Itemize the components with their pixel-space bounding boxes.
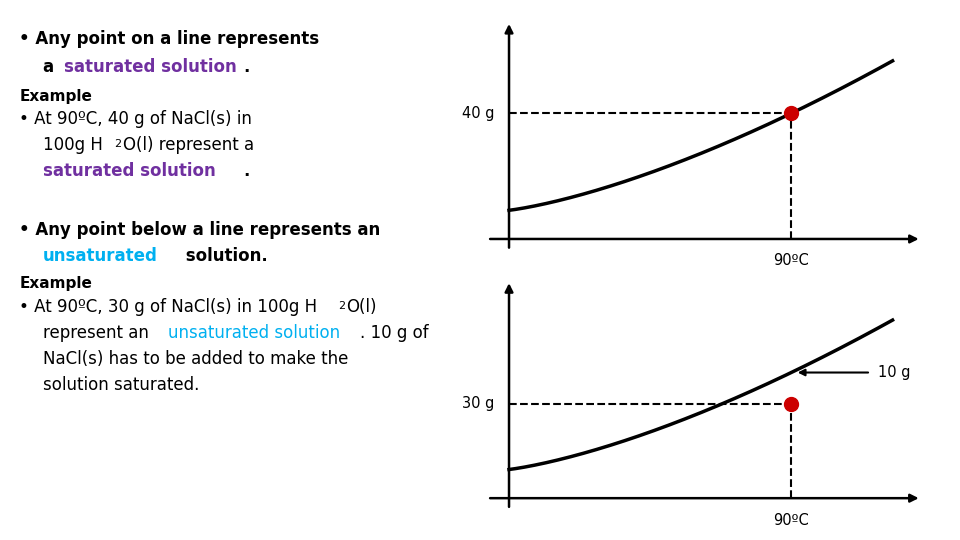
Text: 30 g: 30 g — [462, 396, 494, 411]
Text: 90ºC: 90ºC — [774, 253, 809, 268]
Text: Example: Example — [19, 89, 92, 104]
Text: O(l): O(l) — [347, 298, 377, 316]
Text: saturated solution: saturated solution — [64, 58, 237, 76]
Text: • At 90ºC, 40 g of NaCl(s) in: • At 90ºC, 40 g of NaCl(s) in — [19, 110, 252, 128]
Text: • Any point below a line represents an: • Any point below a line represents an — [19, 221, 380, 239]
Text: 100g H: 100g H — [43, 136, 103, 154]
Text: O(l) represent a: O(l) represent a — [123, 136, 254, 154]
Text: . 10 g of: . 10 g of — [360, 324, 428, 342]
Text: 2: 2 — [338, 301, 345, 312]
Text: represent an: represent an — [43, 324, 155, 342]
Text: NaCl(s) has to be added to make the: NaCl(s) has to be added to make the — [43, 350, 348, 368]
Text: unsaturated solution: unsaturated solution — [168, 324, 340, 342]
Text: saturated solution: saturated solution — [43, 162, 216, 180]
Text: Example: Example — [19, 276, 92, 292]
Text: unsaturated: unsaturated — [43, 247, 158, 265]
Text: • At 90ºC, 30 g of NaCl(s) in 100g H: • At 90ºC, 30 g of NaCl(s) in 100g H — [19, 298, 318, 316]
Text: 40 g: 40 g — [462, 106, 494, 121]
Text: .: . — [243, 58, 250, 76]
Text: 2: 2 — [114, 139, 121, 150]
Text: a: a — [43, 58, 60, 76]
Text: .: . — [243, 162, 250, 180]
Text: solution saturated.: solution saturated. — [43, 376, 200, 394]
Text: • Any point on a line represents: • Any point on a line represents — [19, 30, 320, 48]
Text: solution.: solution. — [180, 247, 267, 265]
Text: 90ºC: 90ºC — [774, 512, 809, 528]
Text: 10 g: 10 g — [878, 365, 911, 380]
